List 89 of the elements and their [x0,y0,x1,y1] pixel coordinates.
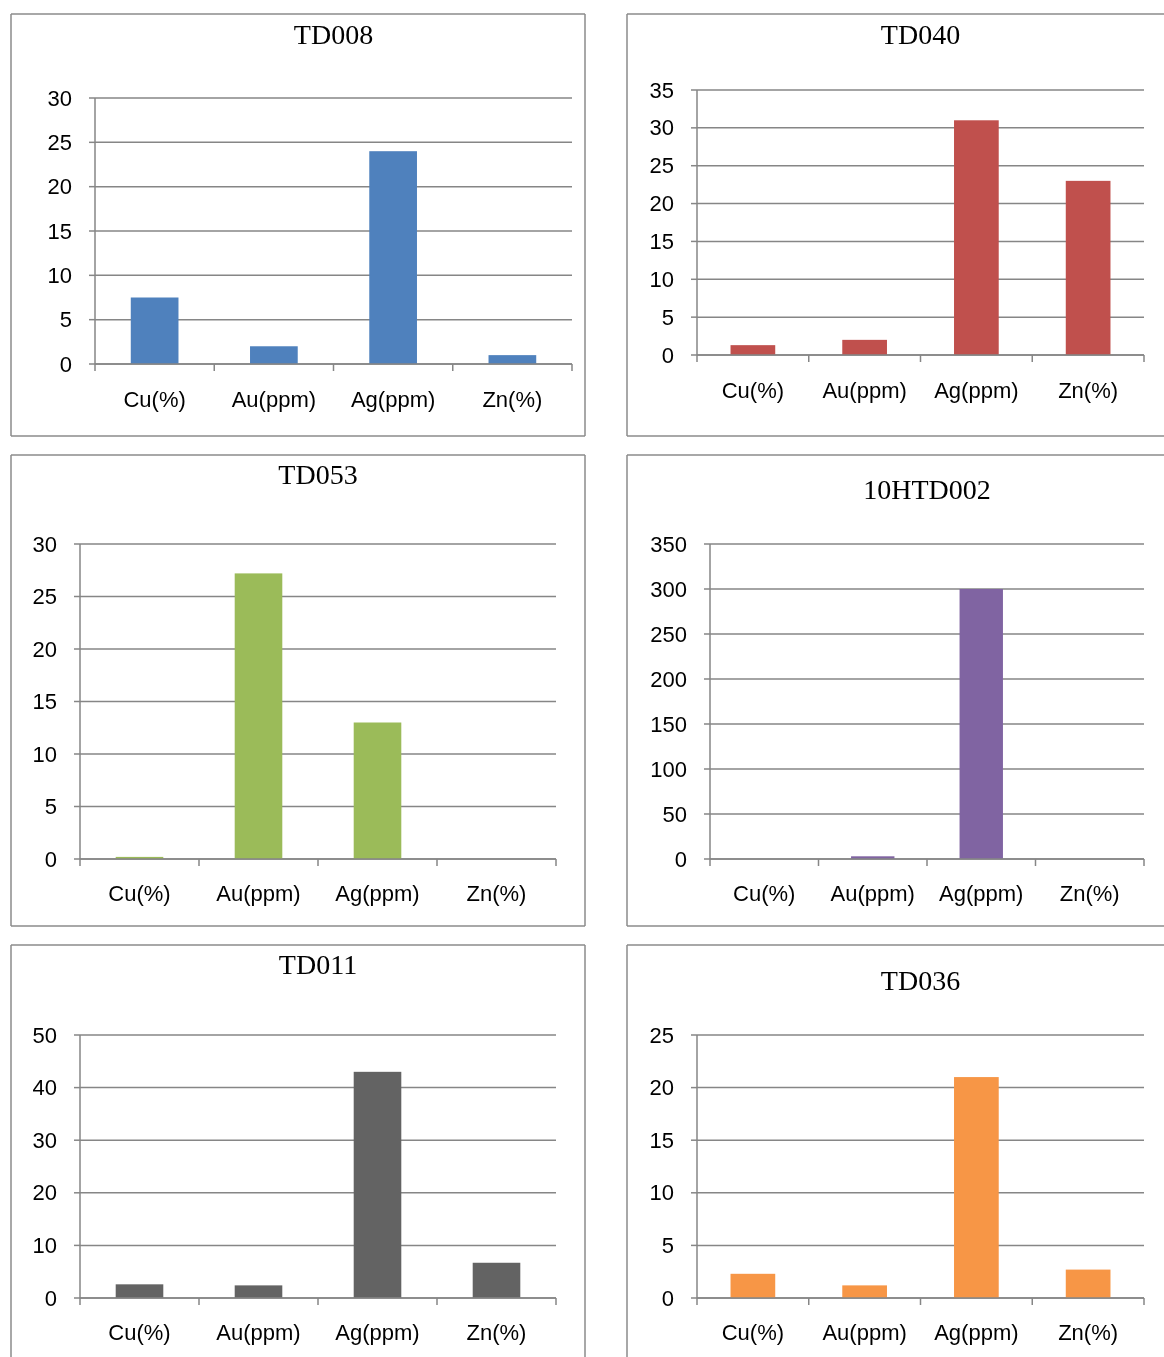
y-tick-label: 25 [649,153,674,179]
x-tick-label: Cu(%) [108,1319,171,1345]
x-tick-label: Cu(%) [721,1319,785,1345]
bar [954,1077,999,1298]
y-tick-label: 50 [32,1022,57,1048]
bar [234,573,283,859]
x-tick-label: Cu(%) [733,880,796,906]
bar [472,1262,521,1298]
y-tick-label: 30 [649,115,674,141]
x-tick-label: Au(ppm) [231,386,317,412]
x-tick-label: Zn(%) [1058,1319,1119,1345]
bar [353,722,402,859]
bar [234,1285,283,1298]
bar [842,339,887,355]
y-tick-label: 5 [59,307,72,333]
y-tick-label: 0 [661,342,674,368]
chart-title: TD008 [293,19,374,51]
y-tick-label: 0 [674,846,687,872]
chart-title: TD011 [278,949,358,981]
y-tick-label: 10 [32,1232,57,1258]
y-tick-label: 100 [650,756,687,782]
bar [250,346,298,364]
y-tick-label: 150 [650,711,687,737]
chart-title: TD040 [880,19,961,51]
y-tick-label: 300 [650,576,687,602]
x-tick-label: Zn(%) [466,880,527,906]
x-tick-label: Au(ppm) [822,1319,907,1345]
y-tick-label: 30 [47,85,72,111]
y-tick-label: 20 [47,174,72,200]
bar [353,1071,402,1298]
bar [730,1273,776,1298]
x-tick-label: Zn(%) [1059,880,1120,906]
bar [1065,180,1111,355]
bar [1065,1269,1111,1298]
y-tick-label: 40 [32,1075,57,1101]
y-tick-label: 5 [661,304,674,330]
x-tick-label: Au(ppm) [216,880,301,906]
y-tick-label: 30 [32,531,57,557]
y-tick-label: 50 [662,801,687,827]
x-tick-label: Cu(%) [123,386,186,412]
x-tick-label: Ag(ppm) [939,880,1024,906]
y-tick-label: 5 [661,1232,674,1258]
y-tick-label: 10 [649,1180,674,1206]
y-tick-label: 0 [661,1285,674,1311]
y-tick-label: 25 [649,1022,674,1048]
y-tick-label: 10 [47,262,72,288]
y-tick-label: 30 [32,1127,57,1153]
y-tick-label: 200 [650,666,687,692]
x-tick-label: Ag(ppm) [350,386,436,412]
y-tick-label: 5 [44,794,57,819]
chart-title: 10HTD002 [863,474,991,506]
x-tick-label: Au(ppm) [830,880,915,906]
x-tick-label: Ag(ppm) [934,1319,1019,1345]
bar [842,1285,887,1298]
y-tick-label: 35 [649,77,674,103]
x-tick-label: Cu(%) [721,377,785,403]
x-tick-label: Au(ppm) [216,1319,301,1345]
y-tick-label: 250 [650,621,687,647]
x-tick-label: Cu(%) [108,880,171,906]
x-tick-label: Zn(%) [1058,377,1119,403]
y-tick-label: 15 [47,218,72,244]
y-tick-label: 0 [44,846,57,872]
x-tick-label: Ag(ppm) [934,377,1019,403]
y-tick-label: 20 [649,191,674,217]
y-tick-label: 15 [32,689,57,714]
y-tick-label: 0 [59,351,72,377]
y-tick-label: 15 [649,228,674,254]
x-tick-label: Ag(ppm) [335,1319,420,1345]
x-tick-label: Au(ppm) [822,377,907,403]
y-tick-label: 350 [650,531,687,557]
bar [369,151,417,364]
y-tick-label: 10 [649,266,674,292]
x-tick-label: Zn(%) [466,1319,527,1345]
bar [130,297,179,364]
bar [954,120,999,355]
x-tick-label: Zn(%) [482,386,543,412]
bar [115,1284,164,1298]
y-tick-label: 20 [32,1180,57,1206]
y-tick-label: 25 [47,129,72,155]
chart-title: TD053 [278,459,358,491]
y-tick-label: 0 [44,1285,57,1311]
y-tick-label: 20 [649,1075,674,1101]
chart-title: TD036 [880,965,961,997]
y-tick-label: 10 [32,741,57,767]
y-tick-label: 15 [649,1127,674,1153]
y-tick-label: 25 [32,584,57,609]
y-tick-label: 20 [32,636,57,662]
bar [730,345,776,355]
x-tick-label: Ag(ppm) [335,880,420,906]
